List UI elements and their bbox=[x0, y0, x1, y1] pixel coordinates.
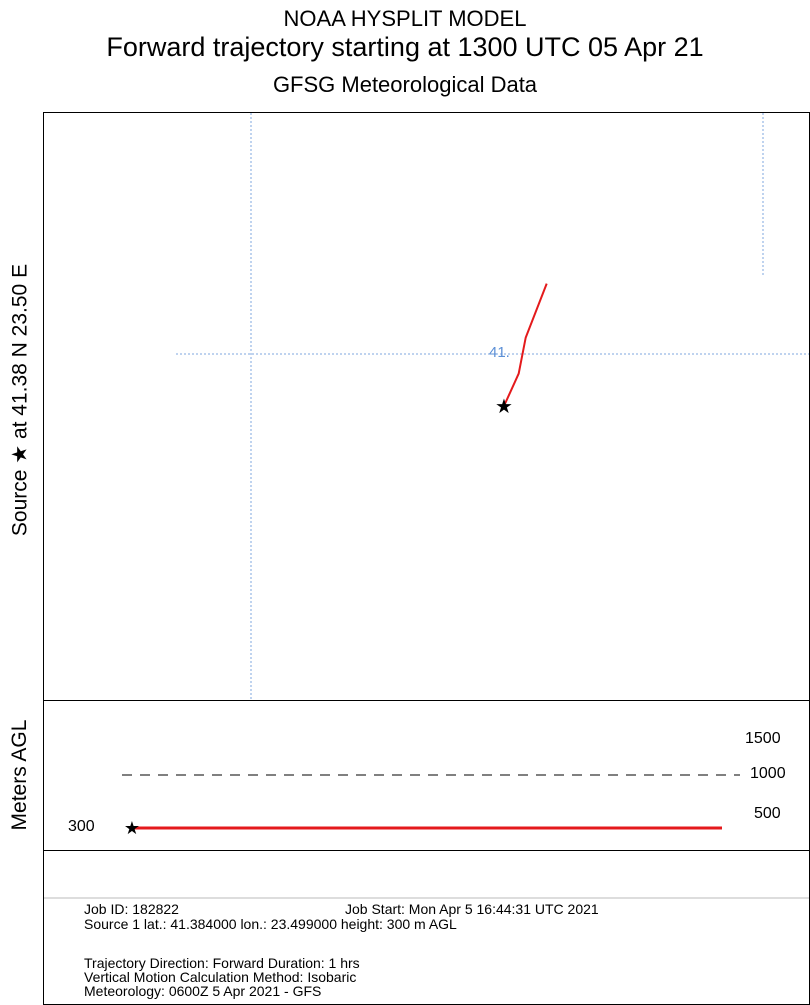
start-height-label: 300 bbox=[68, 818, 95, 835]
chart-title-line2: Forward trajectory starting at 1300 UTC … bbox=[106, 32, 704, 62]
y-tick-1000: 1000 bbox=[750, 765, 786, 782]
footer-job-id: Job ID: 182822 bbox=[84, 901, 179, 917]
source-star-marker: ★ bbox=[495, 394, 513, 418]
vertical-source-star: ★ bbox=[124, 818, 140, 839]
chart-title-line3: GFSG Meteorological Data bbox=[272, 72, 538, 97]
footer-source: Source 1 lat.: 41.384000 lon.: 23.499000… bbox=[84, 916, 457, 932]
y-tick-1500: 1500 bbox=[745, 730, 781, 747]
footer-meteorology: Meteorology: 0600Z 5 Apr 2021 - GFS bbox=[84, 983, 322, 999]
chart-title-line1: NOAA HYSPLIT MODEL bbox=[283, 6, 527, 31]
trajectory-path bbox=[503, 283, 548, 407]
footer-job-start: Job Start: Mon Apr 5 16:44:31 UTC 2021 bbox=[345, 901, 599, 917]
y-tick-500: 500 bbox=[754, 805, 781, 822]
footer-direction: Trajectory Direction: Forward Duration: … bbox=[84, 955, 360, 971]
grid-label: 41. bbox=[489, 344, 510, 361]
footer-vertical-method: Vertical Motion Calculation Method: Isob… bbox=[84, 969, 357, 985]
